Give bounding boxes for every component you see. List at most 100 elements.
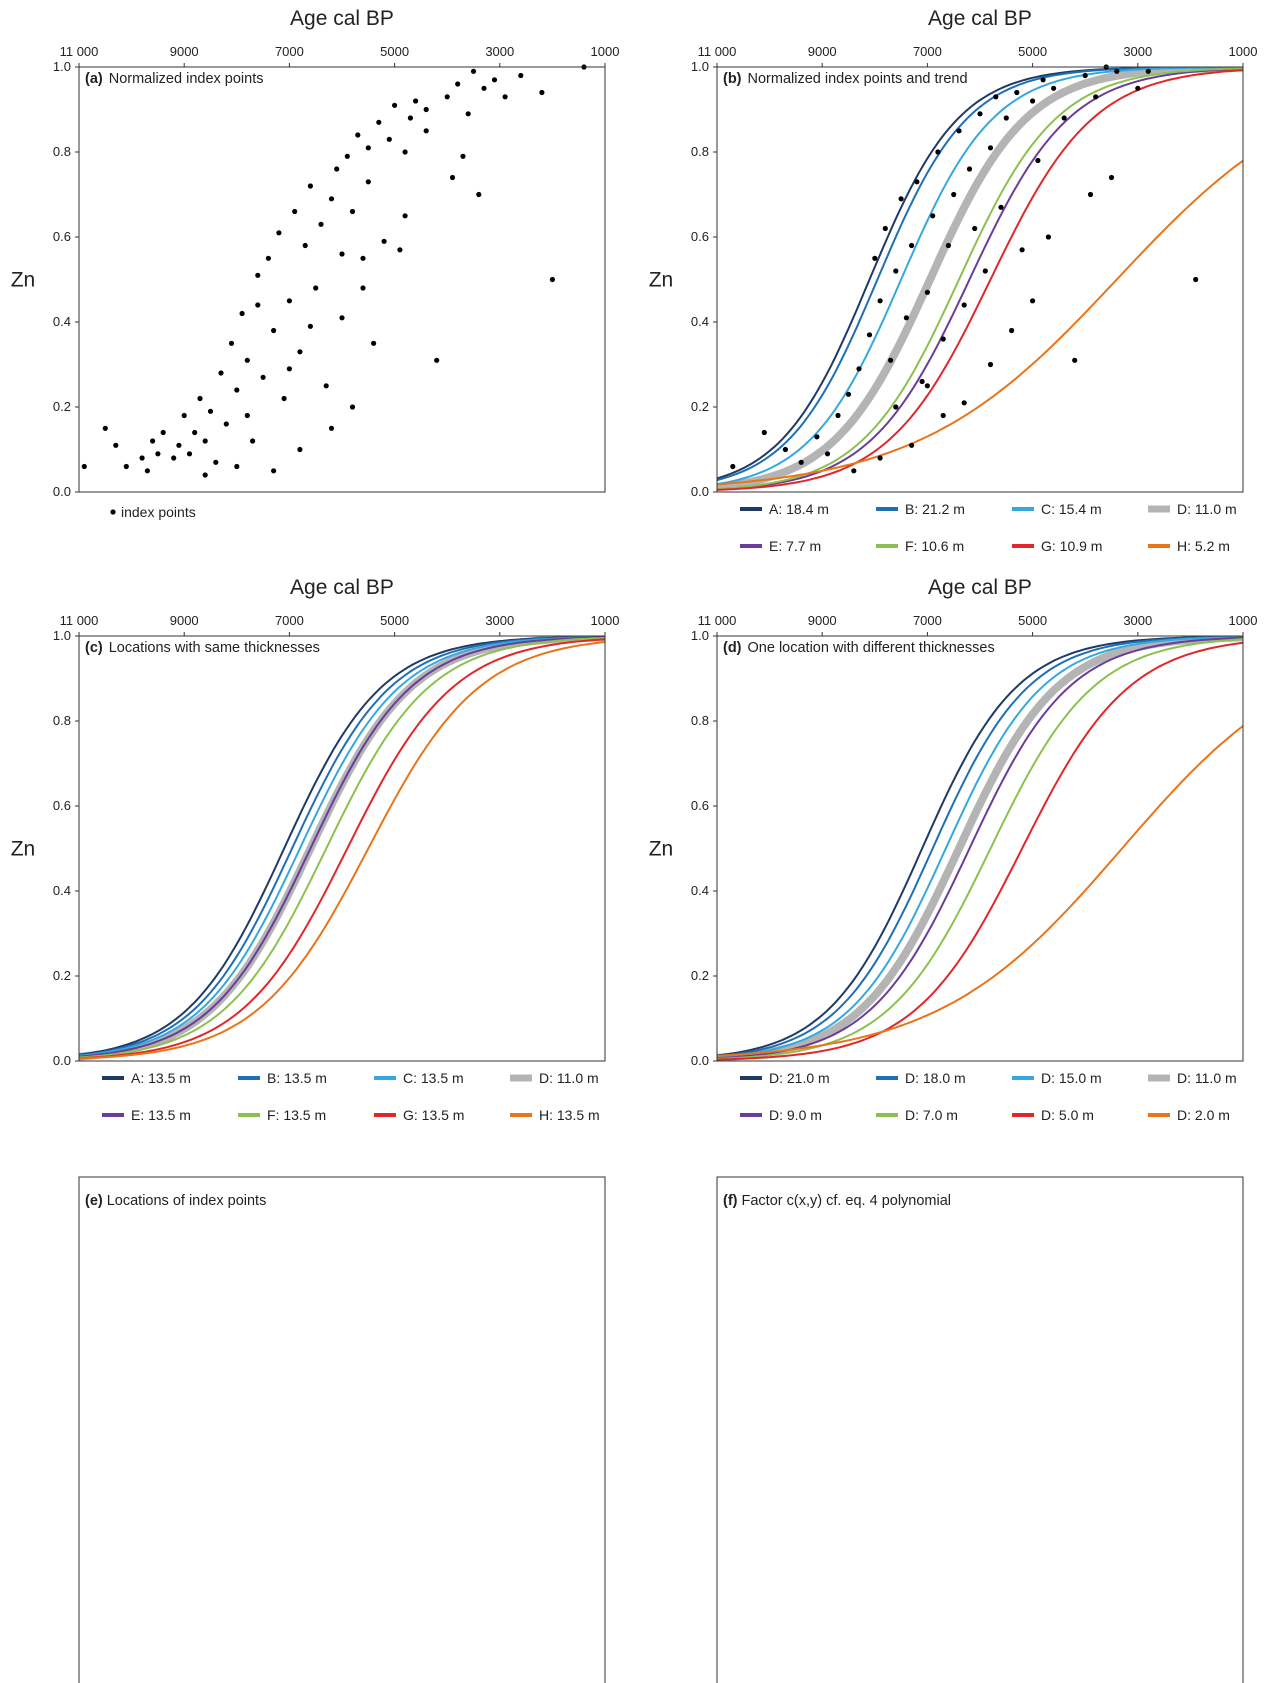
- data-point: [144, 468, 150, 474]
- data-point: [207, 408, 214, 414]
- factor-band: [517, 1267, 1270, 1683]
- index-point: [469, 1462, 479, 1472]
- index-point: [446, 1522, 456, 1532]
- data-point: [982, 268, 988, 274]
- series-line-F: [79, 636, 605, 1059]
- panel-tag: (d): [723, 640, 742, 656]
- data-point: [255, 272, 261, 278]
- data-point: [192, 429, 198, 436]
- index-point: [320, 1522, 330, 1532]
- x-axis-title: Age cal BP: [290, 7, 394, 30]
- y-axis-title: Zn: [11, 838, 36, 861]
- factor-bands: [517, 771, 1270, 1683]
- series-line-G: [79, 638, 605, 1060]
- y-tick-label: 1.0: [53, 59, 71, 74]
- x-tick-label: 9000: [170, 44, 199, 59]
- series-line-D: [717, 636, 1243, 1061]
- data-point: [297, 446, 303, 453]
- panel-title-text: Normalized index points and trend: [748, 71, 968, 87]
- data-point: [323, 383, 329, 389]
- contour-label: 0.19: [987, 1455, 1012, 1470]
- legend-entry: D: 2.0 m: [1177, 1107, 1230, 1123]
- contour-label: 0.23: [917, 1560, 942, 1575]
- data-point: [1145, 68, 1151, 74]
- data-point: [1035, 157, 1041, 164]
- panel-tag: (e): [85, 1193, 103, 1209]
- series-line-A: [717, 67, 1243, 480]
- y-tick-label: 0.4: [691, 883, 709, 898]
- legend-entry: D: 21.0 m: [769, 1070, 830, 1086]
- index-point: [399, 1597, 409, 1607]
- x-tick-label: 3000: [485, 613, 514, 628]
- legend-entry: E: 7.7 m: [769, 538, 821, 554]
- panel-title: (c) Locations with same thicknesses: [85, 640, 320, 656]
- x-tick-label: 5000: [1018, 44, 1047, 59]
- data-point: [255, 302, 261, 308]
- data-point: [1061, 115, 1067, 121]
- data-point: [465, 111, 471, 117]
- series-line-B: [717, 67, 1243, 482]
- data-point: [81, 463, 87, 470]
- data-point: [444, 94, 450, 100]
- y-tick-label: 0.8: [53, 713, 71, 728]
- surrounding-land: [947, 1177, 1007, 1237]
- y-tick-label: 0.2: [53, 399, 71, 414]
- legend-marker: [110, 509, 116, 515]
- data-point: [397, 247, 403, 253]
- legend-entry: D: 5.0 m: [1041, 1107, 1094, 1123]
- data-point: [761, 429, 767, 436]
- index-point: [544, 1322, 554, 1332]
- data-point: [202, 472, 208, 478]
- location-marker-G: [1113, 1419, 1121, 1426]
- map-frame: [716, 1176, 1244, 1683]
- index-point: [252, 1592, 262, 1602]
- data-point: [155, 451, 161, 457]
- location-label-F: F: [1069, 1426, 1078, 1443]
- data-point: [265, 255, 271, 261]
- series-line-G: [717, 69, 1243, 491]
- data-point: [882, 225, 888, 232]
- index-point: [304, 1567, 314, 1577]
- data-point: [914, 179, 920, 185]
- data-point: [898, 196, 904, 202]
- legend-entry: A: 13.5 m: [131, 1070, 191, 1086]
- index-point: [179, 1587, 189, 1597]
- data-point: [407, 115, 413, 121]
- location-label-G: G: [1121, 1401, 1133, 1418]
- data-point: [1014, 89, 1020, 96]
- data-point: [392, 102, 398, 108]
- data-point: [218, 370, 224, 376]
- surrounding-land: [1097, 1177, 1243, 1683]
- index-point: [484, 1437, 494, 1447]
- legend-entry: D: 18.0 m: [905, 1070, 966, 1086]
- index-point: [204, 1602, 214, 1612]
- panel-title: (d) One location with different thickness…: [723, 640, 995, 656]
- data-point: [434, 357, 440, 363]
- series-line-C: [79, 636, 605, 1057]
- y-tick-label: 0.2: [53, 968, 71, 983]
- data-point: [1045, 234, 1051, 240]
- data-point: [449, 174, 456, 181]
- series-line-A: [79, 636, 605, 1056]
- y-tick-label: 0.0: [691, 1053, 709, 1068]
- data-point: [260, 374, 266, 380]
- series-line-E: [717, 67, 1243, 491]
- data-point: [413, 98, 419, 104]
- y-axis-title: Zn: [11, 269, 36, 292]
- y-tick-label: 1.0: [691, 59, 709, 74]
- data-point: [1019, 247, 1025, 253]
- index-point: [266, 1537, 276, 1547]
- data-point: [956, 128, 962, 134]
- y-tick-label: 1.0: [53, 628, 71, 643]
- x-tick-label: 3000: [485, 44, 514, 59]
- y-tick-label: 0.2: [691, 399, 709, 414]
- index-point: [266, 1487, 276, 1497]
- data-point: [213, 459, 219, 465]
- data-point: [518, 72, 524, 79]
- index-point: [324, 1472, 334, 1482]
- data-point: [977, 111, 983, 117]
- y-tick-label: 0.8: [691, 713, 709, 728]
- contour-label: 0.17: [1047, 1392, 1072, 1407]
- location-label-B: B: [484, 1354, 497, 1375]
- panel-tag: (f): [723, 1193, 738, 1209]
